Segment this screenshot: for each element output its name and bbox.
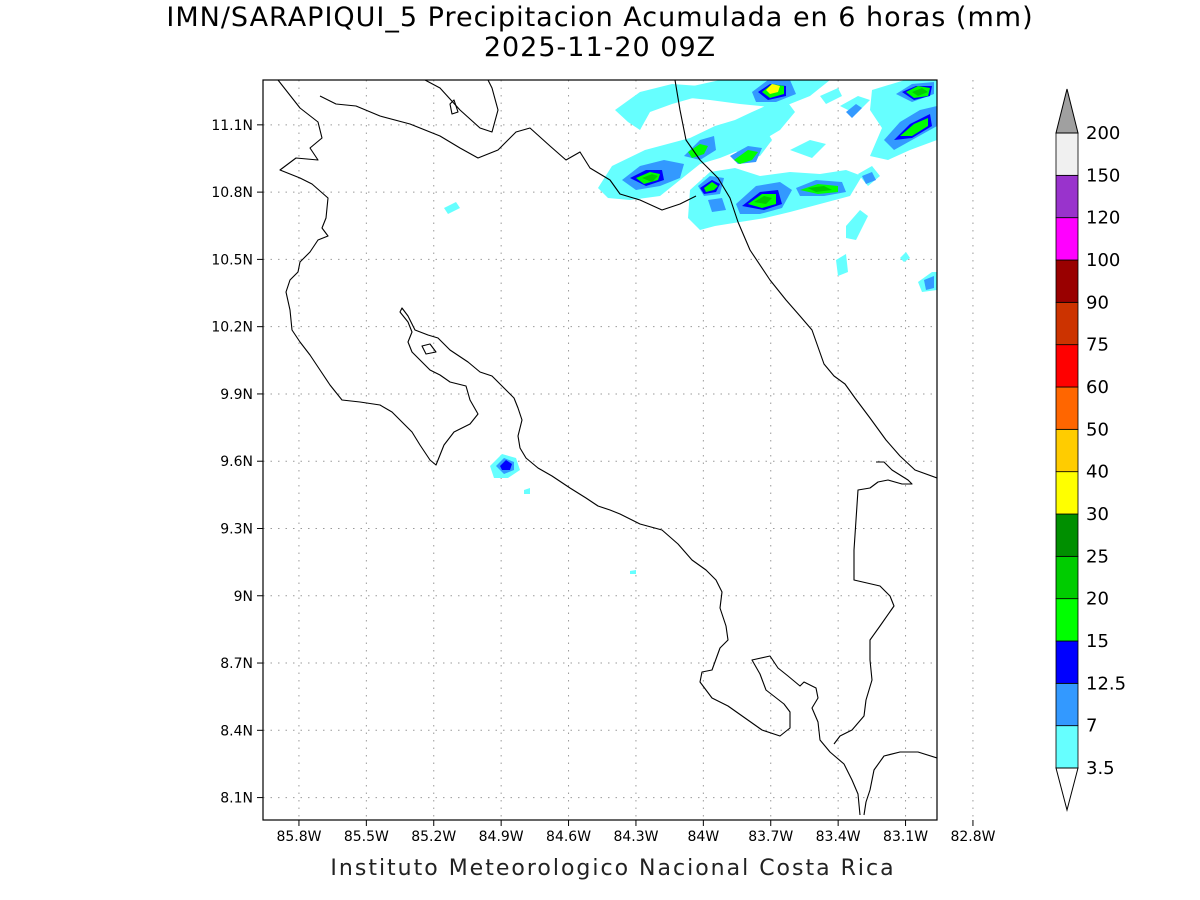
precip-area-blue (846, 104, 862, 118)
colorbar-label: 150 (1086, 165, 1120, 186)
precip-area-cyan (836, 254, 848, 276)
colorbar-swatch (1055, 259, 1079, 303)
coast-near-panama (863, 751, 937, 816)
lon-tick-label: 84.6W (546, 829, 591, 845)
precip-area-green (900, 118, 928, 136)
lat-tick-label: 10.2N (211, 320, 253, 336)
colorbar-label: 200 (1086, 123, 1120, 144)
lon-tick-label: 83.7W (748, 829, 793, 845)
lon-tick-label: 83.1W (883, 829, 928, 845)
colorbar-swatch (1055, 386, 1079, 430)
latitude-labels: 11.1N 10.8N 10.5N 10.2N 9.9N 9.6N 9.3N 9N 8.7N 8.… (211, 118, 263, 807)
precip-area-cyan (615, 84, 700, 130)
colorbar-swatch (1055, 301, 1079, 346)
colorbar-label: 75 (1086, 335, 1109, 356)
colorbar-label: 20 (1086, 589, 1109, 610)
lon-tick-label: 85.2W (411, 829, 456, 845)
precip-area-darkgreen (642, 174, 658, 182)
precip-area-blue (924, 276, 934, 290)
colorbar-label: 120 (1086, 208, 1120, 229)
panama-border (833, 461, 913, 745)
colorbar-label: 40 (1086, 462, 1109, 483)
colorbar-swatch (1055, 217, 1079, 261)
colorbar-label: 90 (1086, 292, 1109, 313)
colorbar-bottom-arrow (1055, 767, 1079, 812)
lon-tick-label: 85.8W (276, 829, 321, 845)
precip-area-green (704, 182, 718, 192)
colorbar-swatch (1055, 555, 1079, 600)
colorbar-swatch (1055, 725, 1079, 769)
gulf-island (421, 343, 437, 355)
pacific-coastline (277, 80, 861, 816)
colorbar-legend: 3.5 7 12.5 15 20 25 30 40 50 60 75 90 100 120 150 200 (1055, 88, 1126, 812)
colorbar-swatch (1055, 640, 1079, 684)
colorbar-label: 30 (1086, 504, 1109, 525)
colorbar-label: 15 (1086, 631, 1109, 652)
map-frame (262, 79, 938, 821)
lat-tick-label: 8.7N (220, 656, 253, 672)
lon-tick-label: 84.3W (613, 829, 658, 845)
lon-tick-label: 85.5W (344, 829, 389, 845)
colorbar-swatch (1055, 428, 1079, 473)
colorbar-swatch (1055, 132, 1079, 176)
colorbar-swatch (1055, 598, 1079, 642)
lat-tick-label: 8.1N (220, 791, 253, 807)
lat-tick-label: 11.1N (211, 118, 253, 134)
island-outline (449, 99, 459, 115)
lon-tick-label: 84W (688, 829, 720, 845)
longitude-labels: 85.8W 85.5W 85.2W 84.9W 84.6W 84.3W 84W 83.7W 83… (276, 820, 996, 845)
lat-tick-label: 10.8N (211, 185, 253, 201)
colorbar-swatch (1055, 513, 1079, 557)
precip-area-cyan (790, 140, 826, 158)
precip-area-cyan (444, 202, 460, 214)
precip-area-yellow (766, 84, 780, 94)
lat-tick-label: 9.6N (220, 454, 253, 470)
precip-area-cyan (524, 488, 530, 494)
institution-credit: Instituto Meteorologico Nacional Costa R… (330, 856, 896, 881)
colorbar-label: 25 (1086, 546, 1109, 567)
precip-area-cyan (820, 88, 842, 104)
lat-tick-label: 9N (234, 589, 253, 605)
precipitation-shading (444, 80, 937, 574)
colorbar-label: 60 (1086, 377, 1109, 398)
precip-area-darkblue (500, 460, 512, 470)
lat-tick-label: 9.9N (220, 387, 253, 403)
precip-area-darkgreen (808, 186, 832, 192)
lon-tick-label: 84.9W (479, 829, 524, 845)
lon-tick-label: 82.8W (950, 829, 995, 845)
precip-area-cyan (846, 210, 868, 240)
colorbar-label: 100 (1086, 250, 1120, 271)
precip-area-cyan (900, 252, 910, 262)
lat-tick-label: 8.4N (220, 723, 253, 739)
lat-tick-label: 9.3N (220, 521, 253, 537)
colorbar-top-arrow (1055, 88, 1079, 134)
colorbar-swatch (1055, 344, 1079, 388)
colorbar-label: 50 (1086, 419, 1109, 440)
precip-area-blue (708, 198, 726, 212)
precip-area-darkgreen (912, 88, 928, 96)
caribbean-coastline (674, 80, 937, 479)
chart-title: IMN/SARAPIQUI_5 Precipitacion Acumulada … (166, 2, 1034, 33)
chart-subtitle-datetime: 2025-11-20 09Z (483, 32, 717, 63)
lake-nicaragua-shore (424, 80, 499, 133)
precip-area-blue (862, 172, 876, 184)
colorbar-swatch (1055, 471, 1079, 515)
colorbar-label: 12.5 (1086, 673, 1126, 694)
colorbar-label: 3.5 (1086, 758, 1115, 779)
precip-area-green (734, 150, 758, 164)
nicaragua-border (319, 95, 697, 211)
coastlines-and-borders (277, 80, 937, 816)
colorbar-swatch (1055, 174, 1079, 219)
colorbar-swatch (1055, 682, 1079, 727)
precip-area-darkgreen (754, 196, 772, 204)
precip-area-green (688, 144, 708, 158)
lon-tick-label: 83.4W (816, 829, 861, 845)
lat-tick-label: 10.5N (211, 252, 253, 268)
colorbar-label: 7 (1086, 716, 1097, 737)
precip-area-cyan (630, 570, 636, 574)
